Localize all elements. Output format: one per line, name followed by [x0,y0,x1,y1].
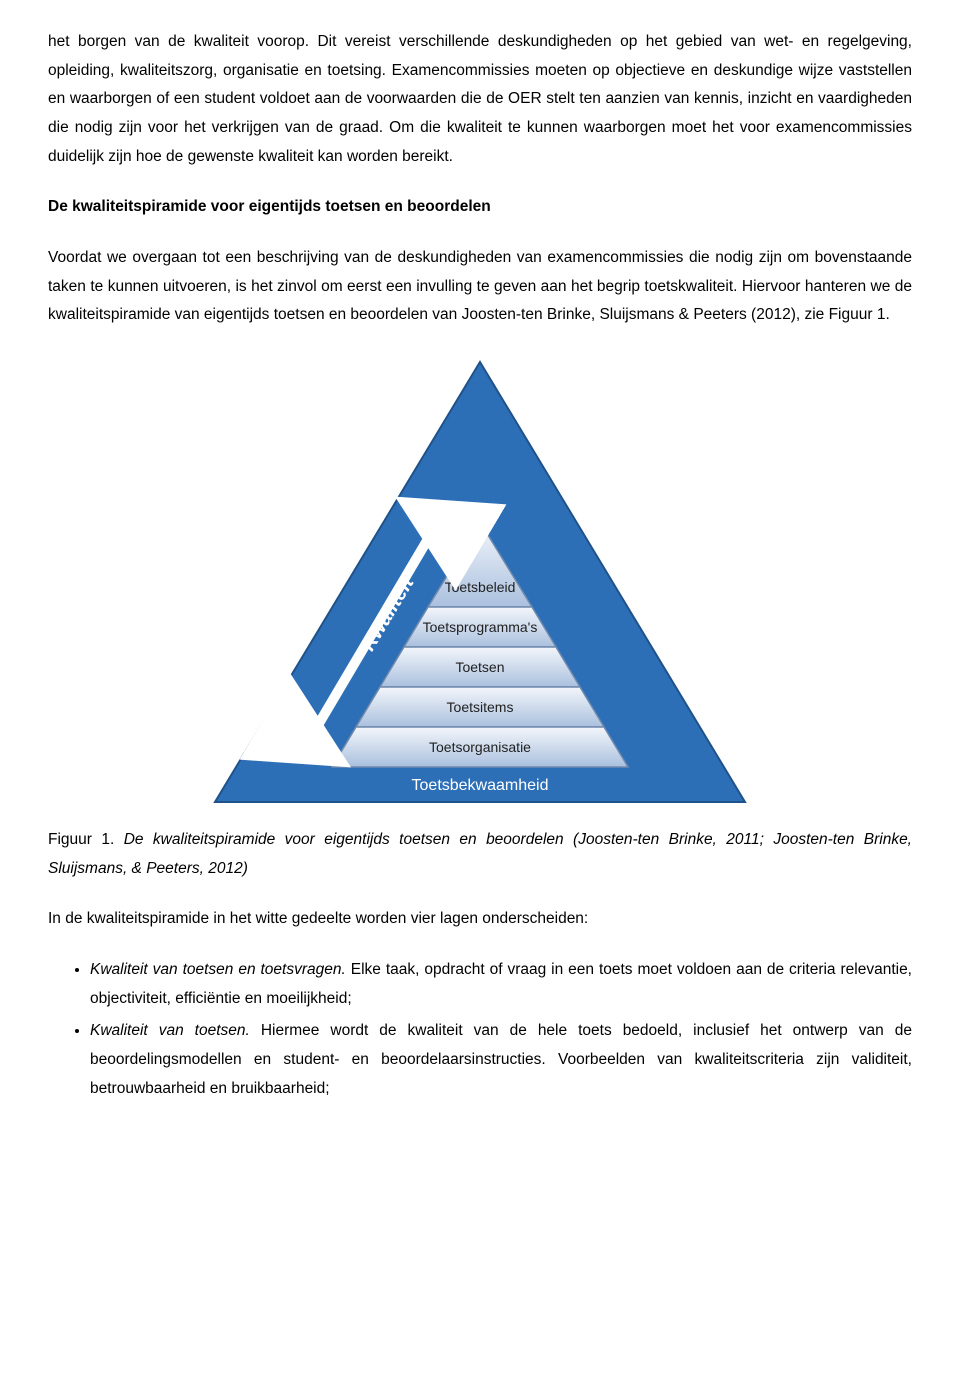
caption-lead: Figuur 1. [48,831,124,848]
section-heading: De kwaliteitspiramide voor eigentijds to… [48,193,912,222]
pyramid-label-top: Toetsbeleid [445,579,516,595]
pyramid-label-base: Toetsbekwaamheid [412,777,549,794]
pyramid-label-r4: Toetsitems [447,699,514,715]
pyramid-label-r3: Toetsen [455,659,504,675]
bullet-lead: Kwaliteit van toetsen en toetsvragen. [90,961,351,978]
pyramid-label-r2: Toetsprogramma's [423,619,538,635]
bullet-lead: Kwaliteit van toetsen. [90,1022,261,1039]
paragraph-1: het borgen van de kwaliteit voorop. Dit … [48,28,912,171]
document-page: het borgen van de kwaliteit voorop. Dit … [0,0,960,1163]
paragraph-2: Voordat we overgaan tot een beschrijving… [48,244,912,330]
bullet-list: Kwaliteit van toetsen en toetsvragen. El… [48,956,912,1103]
pyramid-svg: Toetsbeleid Toetsprogramma's Toetsen Toe… [200,352,760,812]
list-item: Kwaliteit van toetsen. Hiermee wordt de … [90,1017,912,1103]
figure-pyramid: Toetsbeleid Toetsprogramma's Toetsen Toe… [48,352,912,812]
caption-italic: De kwaliteitspiramide voor eigentijds to… [48,831,912,877]
pyramid-label-r5: Toetsorganisatie [429,739,531,755]
figure-caption: Figuur 1. De kwaliteitspiramide voor eig… [48,826,912,883]
paragraph-3: In de kwaliteitspiramide in het witte ge… [48,905,912,934]
list-item: Kwaliteit van toetsen en toetsvragen. El… [90,956,912,1013]
